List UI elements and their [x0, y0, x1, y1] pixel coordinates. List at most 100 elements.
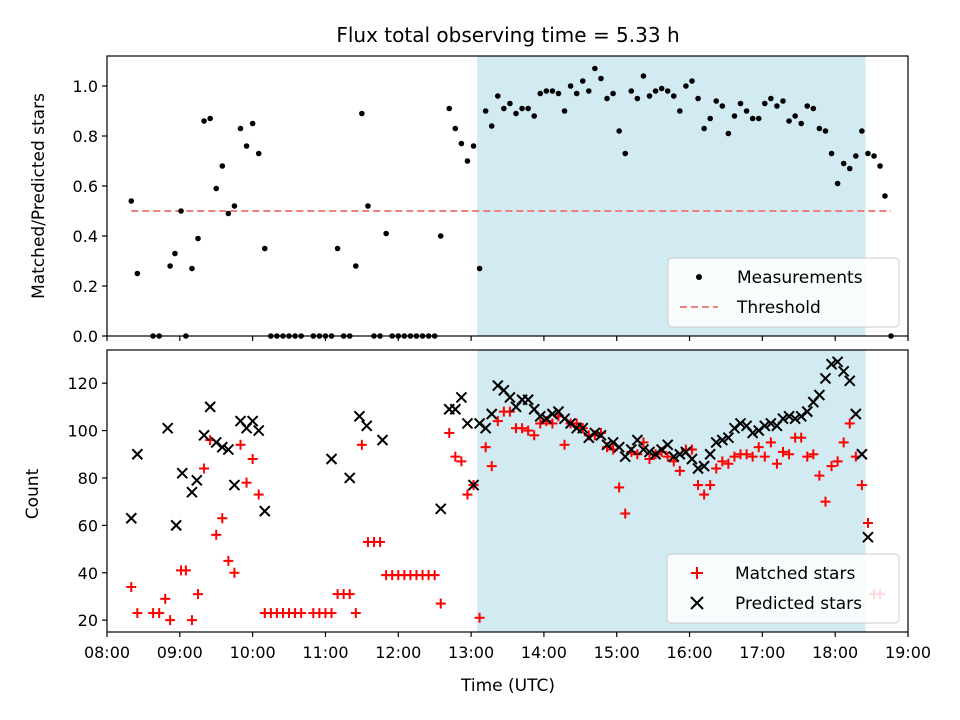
measurement-point	[437, 233, 444, 239]
top-x-axis-ticks	[106, 336, 909, 341]
bottom-y-tick-label: 20	[78, 611, 98, 630]
matched-star-point	[814, 470, 825, 481]
measurement-point	[882, 193, 888, 199]
matched-star-point	[547, 418, 558, 429]
bottom-data-layer	[125, 356, 886, 626]
predicted-star-point	[716, 434, 729, 446]
measurement-point	[658, 85, 665, 92]
matched-star-point	[771, 458, 782, 469]
measurement-point	[579, 78, 586, 84]
top-y-axis: 0.0 0.2 0.4 0.6 0.8 1.0	[73, 77, 107, 346]
predicted-star-point	[191, 474, 203, 487]
measurement-point	[701, 125, 707, 132]
measurement-point	[731, 113, 738, 119]
matched-star-point	[620, 508, 631, 519]
matched-star-point	[474, 612, 485, 623]
bottom-x-tick-label: 12:00	[375, 643, 421, 662]
bottom-y-tick-label: 60	[78, 516, 98, 535]
measurement-point	[786, 118, 792, 124]
top-y-tick-label: 0.6	[73, 177, 98, 196]
measurement-point	[689, 78, 695, 84]
matched-star-point	[632, 449, 643, 460]
matched-star-point	[644, 454, 655, 465]
measurement-point	[555, 90, 562, 97]
measurement-point	[846, 165, 853, 172]
matched-star-point	[662, 451, 673, 462]
matched-star-point	[741, 449, 752, 460]
predicted-star-point	[376, 434, 389, 446]
bottom-y-tick-label: 80	[78, 469, 98, 488]
matched-star-point	[523, 425, 534, 436]
measurement-point	[383, 230, 389, 237]
measurement-point	[810, 105, 817, 112]
matched-star-point	[486, 461, 497, 472]
matched-star-point	[462, 489, 473, 500]
measurement-point	[213, 185, 220, 192]
measurement-point	[195, 235, 201, 242]
predicted-star-point	[759, 420, 771, 432]
predicted-star-point	[643, 446, 656, 458]
measurement-point	[261, 245, 268, 252]
bottom-panel: 20 40 60 80 100 120 08:00 09:00 10:00 11:00 12:00…	[23, 349, 931, 696]
predicted-star-point	[204, 401, 216, 413]
measurement-point	[652, 88, 659, 94]
measurement-point	[634, 95, 641, 102]
predicted-star-point	[467, 479, 480, 491]
predicted-star-point	[246, 415, 259, 427]
matched-star-point	[199, 463, 210, 474]
matched-star-point	[296, 608, 307, 619]
measurement-point	[822, 128, 829, 134]
measurement-point	[816, 125, 823, 132]
measurement-point	[707, 115, 713, 122]
bottom-y-tick-label: 100	[67, 422, 98, 441]
predicted-star-point	[589, 427, 601, 439]
measurement-point	[207, 115, 213, 122]
matched-star-point	[856, 480, 867, 491]
bottom-x-axis: 08:00 09:00 10:00 11:00 12:00 13:00 14:00 15:00…	[84, 632, 931, 662]
measurement-point	[531, 113, 537, 119]
bottom-x-tick-label: 17:00	[739, 643, 785, 662]
bottom-legend: Matched stars Predicted stars	[666, 553, 900, 624]
matched-star-point	[186, 615, 197, 626]
predicted-star-point	[789, 413, 801, 425]
predicted-star-point	[252, 424, 265, 437]
matched-star-point	[165, 615, 176, 626]
measurement-point	[470, 143, 477, 149]
measurement-point	[683, 83, 689, 89]
bottom-x-tick-label: 14:00	[521, 643, 567, 662]
predicted-star-point	[131, 448, 144, 460]
top-plot-frame	[106, 55, 909, 337]
matched-star-point	[154, 608, 165, 619]
predicted-star-point	[631, 434, 644, 446]
measurement-point	[798, 120, 804, 127]
bottom-x-tick-label: 10:00	[230, 643, 276, 662]
matched-star-point	[517, 423, 528, 434]
measurement-point	[255, 150, 262, 157]
matched-star-point	[356, 439, 367, 450]
top-y-tick-label: 0.0	[73, 327, 98, 346]
predicted-star-point	[353, 410, 366, 423]
measurements-legend-label: Measurements	[737, 268, 863, 288]
measurement-point	[628, 88, 635, 94]
measurement-point	[482, 108, 489, 114]
measurement-point	[719, 103, 726, 109]
measurement-point	[859, 128, 865, 134]
bottom-y-axis: 20 40 60 80 100 120	[67, 374, 107, 630]
predicted-star-point	[325, 453, 338, 465]
measurement-point	[219, 163, 226, 169]
matched-star-point	[504, 406, 515, 417]
predicted-star-point	[455, 391, 468, 404]
predicted-star-point	[674, 448, 686, 460]
measurement-point	[237, 125, 244, 132]
measurement-point	[519, 105, 525, 112]
measurement-point	[792, 113, 798, 119]
matched-star-point	[784, 449, 795, 460]
predicted-stars-legend-marker	[690, 596, 704, 610]
measurement-point	[610, 90, 616, 97]
matched-star-point	[217, 513, 228, 524]
measurement-point	[537, 90, 544, 97]
measurement-point	[725, 130, 732, 137]
measurement-point	[334, 245, 341, 252]
matched-star-point	[223, 555, 234, 566]
top-legend-box	[667, 257, 900, 328]
